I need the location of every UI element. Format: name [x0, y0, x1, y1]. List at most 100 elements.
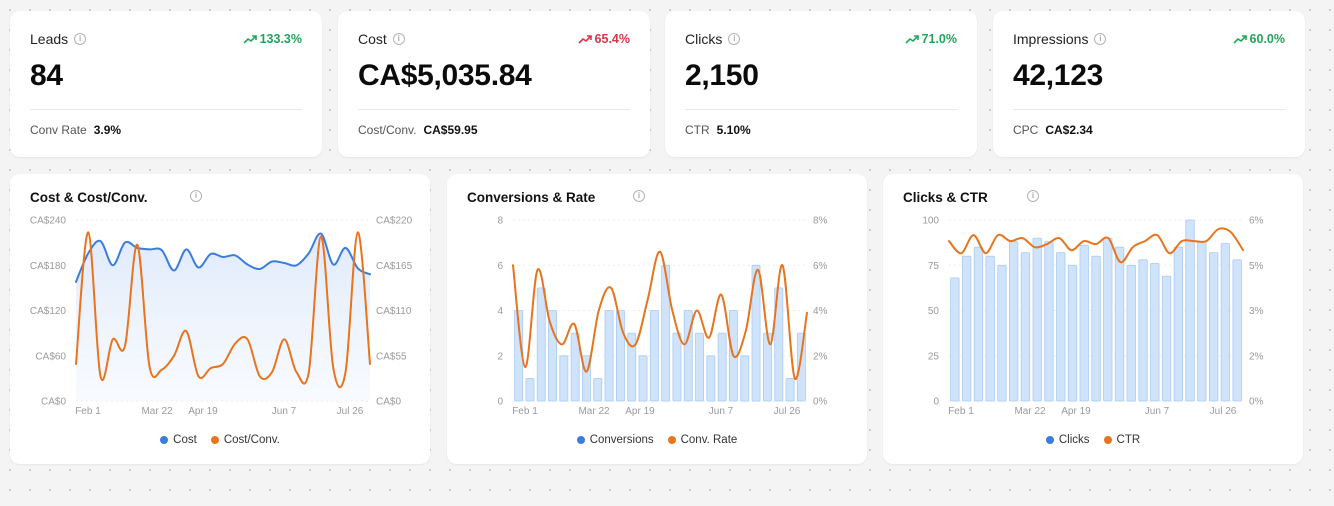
x-tick: Feb 1 — [75, 406, 101, 417]
x-tick: Jul 26 — [774, 406, 801, 417]
bar — [661, 264, 671, 402]
kpi-delta-value: 65.4% — [594, 32, 630, 46]
y-tick-right: 2% — [1249, 351, 1264, 362]
info-icon[interactable]: i — [633, 190, 645, 202]
chart-legend: Cost Cost/Conv. — [10, 434, 430, 446]
info-icon[interactable]: i — [392, 33, 405, 45]
legend-dot — [1045, 436, 1054, 444]
kpi-value: 2,150 — [685, 59, 759, 92]
kpi-foot-value: CA$59.95 — [423, 123, 478, 137]
chart-title: Cost & Cost/Conv. — [30, 190, 148, 205]
bar — [695, 332, 705, 402]
x-tick: Jun 7 — [272, 406, 297, 417]
bar — [536, 287, 546, 402]
chart-card-cost: Cost & Cost/Conv. i CA$240 CA$220 CA$180 CA… — [10, 174, 430, 464]
kpi-foot-label: CPC — [1013, 123, 1039, 137]
bar — [1161, 275, 1172, 402]
legend-item[interactable]: Clicks — [1045, 434, 1090, 446]
bar — [1150, 263, 1160, 402]
bar — [525, 377, 535, 402]
y-tick-left: 75 — [928, 261, 940, 272]
chart-legend: Conversions Conv. Rate — [447, 434, 867, 446]
y-tick-right: 4% — [813, 306, 828, 317]
kpi-card-cost: Cost i 65.4% CA$5,035.84 Cost/Conv. CA$59.… — [338, 11, 650, 157]
kpi-delta: 71.0% — [904, 32, 957, 46]
bar — [638, 355, 648, 402]
bar — [1114, 246, 1125, 402]
legend-item[interactable]: Conv. Rate — [667, 434, 737, 446]
bar — [1197, 241, 1207, 402]
bar — [604, 310, 614, 402]
legend-label: Cost/Conv. — [223, 434, 280, 446]
y-tick-right: 3% — [1249, 306, 1264, 317]
bar — [796, 332, 806, 402]
kpi-title: Impressions — [1013, 31, 1089, 47]
info-icon[interactable]: i — [1094, 33, 1107, 45]
info-icon[interactable]: i — [1027, 190, 1039, 202]
bar — [649, 310, 659, 402]
y-tick-left: 4 — [497, 306, 503, 317]
kpi-foot-label: CTR — [685, 123, 710, 137]
x-tick: Mar 22 — [141, 406, 173, 417]
y-tick-left: CA$240 — [30, 216, 67, 227]
divider — [30, 109, 302, 110]
y-tick-left: CA$0 — [41, 397, 66, 408]
bar — [1173, 246, 1184, 402]
y-tick-right: 8% — [813, 216, 828, 227]
y-tick-left: 100 — [922, 216, 939, 227]
y-tick-right: CA$110 — [376, 306, 412, 317]
kpi-title: Cost — [358, 31, 387, 47]
info-icon[interactable]: i — [190, 190, 202, 202]
kpi-foot-label: Cost/Conv. — [358, 123, 417, 137]
bar — [570, 332, 580, 402]
kpi-title: Clicks — [685, 31, 723, 47]
series-line — [512, 250, 808, 380]
y-tick-left: 0 — [933, 397, 939, 408]
x-tick: Apr 19 — [188, 406, 218, 417]
x-tick: Jul 26 — [1210, 406, 1237, 417]
bar — [1032, 237, 1042, 402]
series-line — [75, 231, 371, 389]
info-icon[interactable]: i — [728, 33, 741, 45]
x-tick: Apr 19 — [1061, 406, 1091, 417]
kpi-card-impressions: Impressions i 60.0% 42,123 CPC CA$2.34 — [993, 11, 1305, 157]
bar — [1232, 259, 1242, 402]
trend-up-icon — [904, 35, 919, 44]
kpi-value: 42,123 — [1013, 59, 1103, 92]
bar — [973, 246, 984, 402]
bar — [717, 332, 727, 402]
bar — [1056, 252, 1066, 402]
divider — [685, 109, 957, 110]
bar — [706, 355, 716, 402]
y-tick-right: 2% — [813, 351, 828, 362]
legend-item[interactable]: CTR — [1103, 434, 1140, 446]
y-tick-left: 2 — [497, 351, 503, 362]
y-tick-left: CA$180 — [30, 261, 67, 272]
x-tick: Mar 22 — [1014, 406, 1046, 417]
bar — [985, 255, 995, 402]
y-tick-left: CA$120 — [30, 306, 67, 317]
series-line — [948, 227, 1244, 264]
y-tick-right: CA$165 — [376, 261, 413, 272]
kpi-delta: 133.3% — [243, 32, 302, 46]
legend-item[interactable]: Cost/Conv. — [210, 434, 280, 446]
trend-up-icon — [1232, 35, 1247, 44]
y-tick-right: 6% — [1249, 216, 1264, 227]
bar — [1126, 264, 1136, 402]
legend-dot — [210, 436, 219, 444]
legend-item[interactable]: Cost — [160, 434, 197, 446]
series-line — [75, 232, 371, 283]
legend-item[interactable]: Conversions — [576, 434, 654, 446]
bar — [962, 255, 972, 402]
legend-dot — [1103, 436, 1112, 444]
bar — [751, 264, 761, 402]
y-tick-left: 8 — [497, 216, 503, 227]
y-tick-left: 25 — [928, 351, 940, 362]
x-tick: Jun 7 — [1145, 406, 1170, 417]
info-icon[interactable]: i — [74, 33, 87, 45]
bar — [672, 332, 682, 402]
y-tick-right: CA$220 — [376, 216, 413, 227]
kpi-delta: 65.4% — [577, 32, 630, 46]
kpi-foot-value: 5.10% — [716, 123, 751, 137]
kpi-delta: 60.0% — [1232, 32, 1285, 46]
